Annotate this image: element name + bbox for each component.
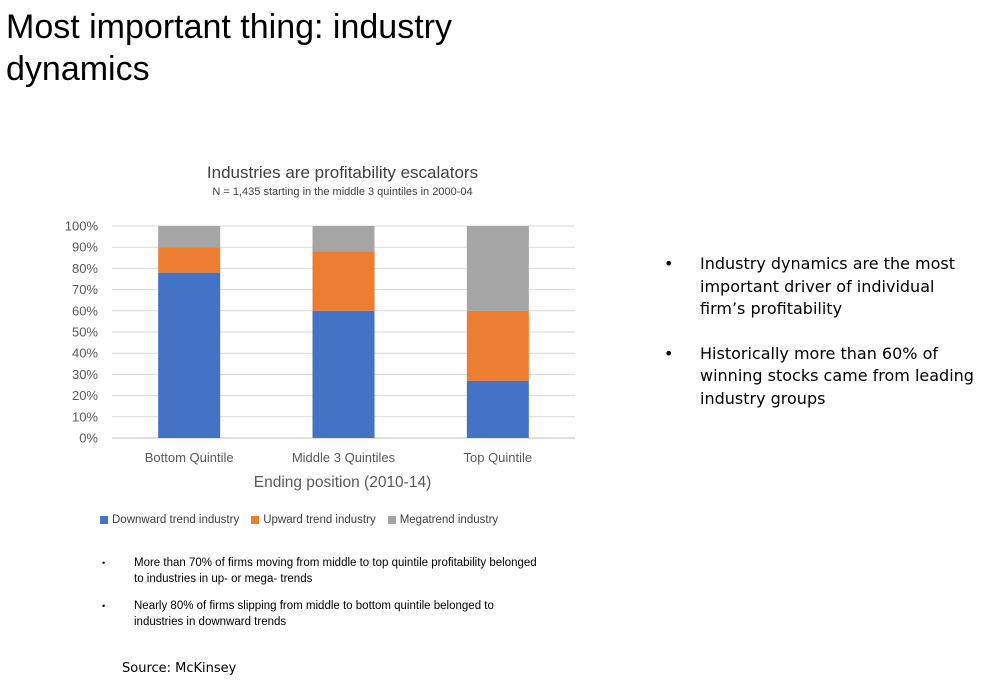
- note-item: • Nearly 80% of firms slipping from midd…: [102, 599, 542, 630]
- y-tick-label: 30%: [72, 367, 98, 382]
- legend-swatch-downward: [100, 516, 108, 524]
- x-tick-label: Top Quintile: [464, 450, 533, 465]
- chart-notes: • More than 70% of firms moving from mid…: [102, 556, 542, 642]
- note-text: More than 70% of firms moving from middl…: [134, 557, 537, 585]
- bar-segment-downward-trend-industry: [466, 380, 529, 438]
- bullet-item: • Historically more than 60% of winning …: [660, 343, 980, 411]
- y-tick-label: 60%: [72, 303, 98, 318]
- chart-subtitle: N = 1,435 starting in the middle 3 quint…: [212, 186, 473, 198]
- bullet-dot: •: [664, 254, 674, 273]
- y-tick-label: 10%: [72, 409, 98, 424]
- stacked-bar-chart: 0% 10% 20% 30% 40% 50% 60% 70% 80% 90% 100% Bottom …: [65, 219, 575, 491]
- legend-swatch-upward: [251, 516, 260, 524]
- legend-label-megatrend: Megatrend industry: [399, 514, 499, 526]
- note-text: Nearly 80% of firms slipping from middle…: [134, 600, 494, 628]
- y-tick-label: 0%: [79, 431, 98, 446]
- bar-segment-upward-trend-industry: [312, 251, 375, 311]
- bar-segment-megatrend-industry: [312, 226, 375, 252]
- y-tick-label: 70%: [72, 282, 98, 297]
- legend-label-upward: Upward trend industry: [263, 514, 376, 526]
- y-tick-label: 40%: [72, 346, 98, 361]
- key-points: • Industry dynamics are the most importa…: [660, 253, 980, 432]
- note-item: • More than 70% of firms moving from mid…: [102, 556, 542, 587]
- x-axis-title: Ending position (2010-14): [254, 474, 432, 491]
- bar-segment-upward-trend-industry: [158, 247, 221, 273]
- legend-item-downward: Downward trend industry: [100, 514, 239, 526]
- note-bullet: •: [102, 601, 106, 611]
- y-tick-label: 20%: [72, 388, 98, 403]
- bullet-dot: •: [664, 343, 674, 363]
- legend-swatch-megatrend: [387, 516, 396, 524]
- bullet-item: • Industry dynamics are the most importa…: [660, 253, 980, 321]
- source-citation: Source: McKinsey: [122, 661, 237, 676]
- legend-item-megatrend: Megatrend industry: [387, 514, 499, 526]
- bullet-text: Industry dynamics are the most important…: [700, 254, 956, 318]
- legend-item-upward: Upward trend industry: [251, 514, 376, 526]
- x-tick-label: Bottom Quintile: [145, 450, 234, 465]
- chart-title: Industries are profitability escalators: [206, 163, 479, 182]
- slide-title: Most important thing: industry dynamics: [6, 8, 452, 88]
- chart-legend: Downward trend industry Upward trend ind…: [100, 514, 498, 526]
- bullet-text: Historically more than 60% of winning st…: [700, 343, 974, 408]
- bar-segment-downward-trend-industry: [312, 310, 375, 438]
- x-tick-label: Middle 3 Quintiles: [292, 450, 396, 465]
- y-tick-label: 90%: [72, 240, 98, 255]
- note-bullet: •: [102, 558, 106, 568]
- bar-segment-downward-trend-industry: [158, 272, 221, 438]
- y-tick-label: 100%: [65, 219, 99, 234]
- y-tick-label: 80%: [72, 261, 98, 276]
- bar-segment-upward-trend-industry: [466, 310, 529, 381]
- legend-label-downward: Downward trend industry: [112, 514, 240, 526]
- y-tick-label: 50%: [72, 325, 98, 340]
- bar-segment-megatrend-industry: [466, 226, 529, 311]
- bar-segment-megatrend-industry: [158, 226, 221, 248]
